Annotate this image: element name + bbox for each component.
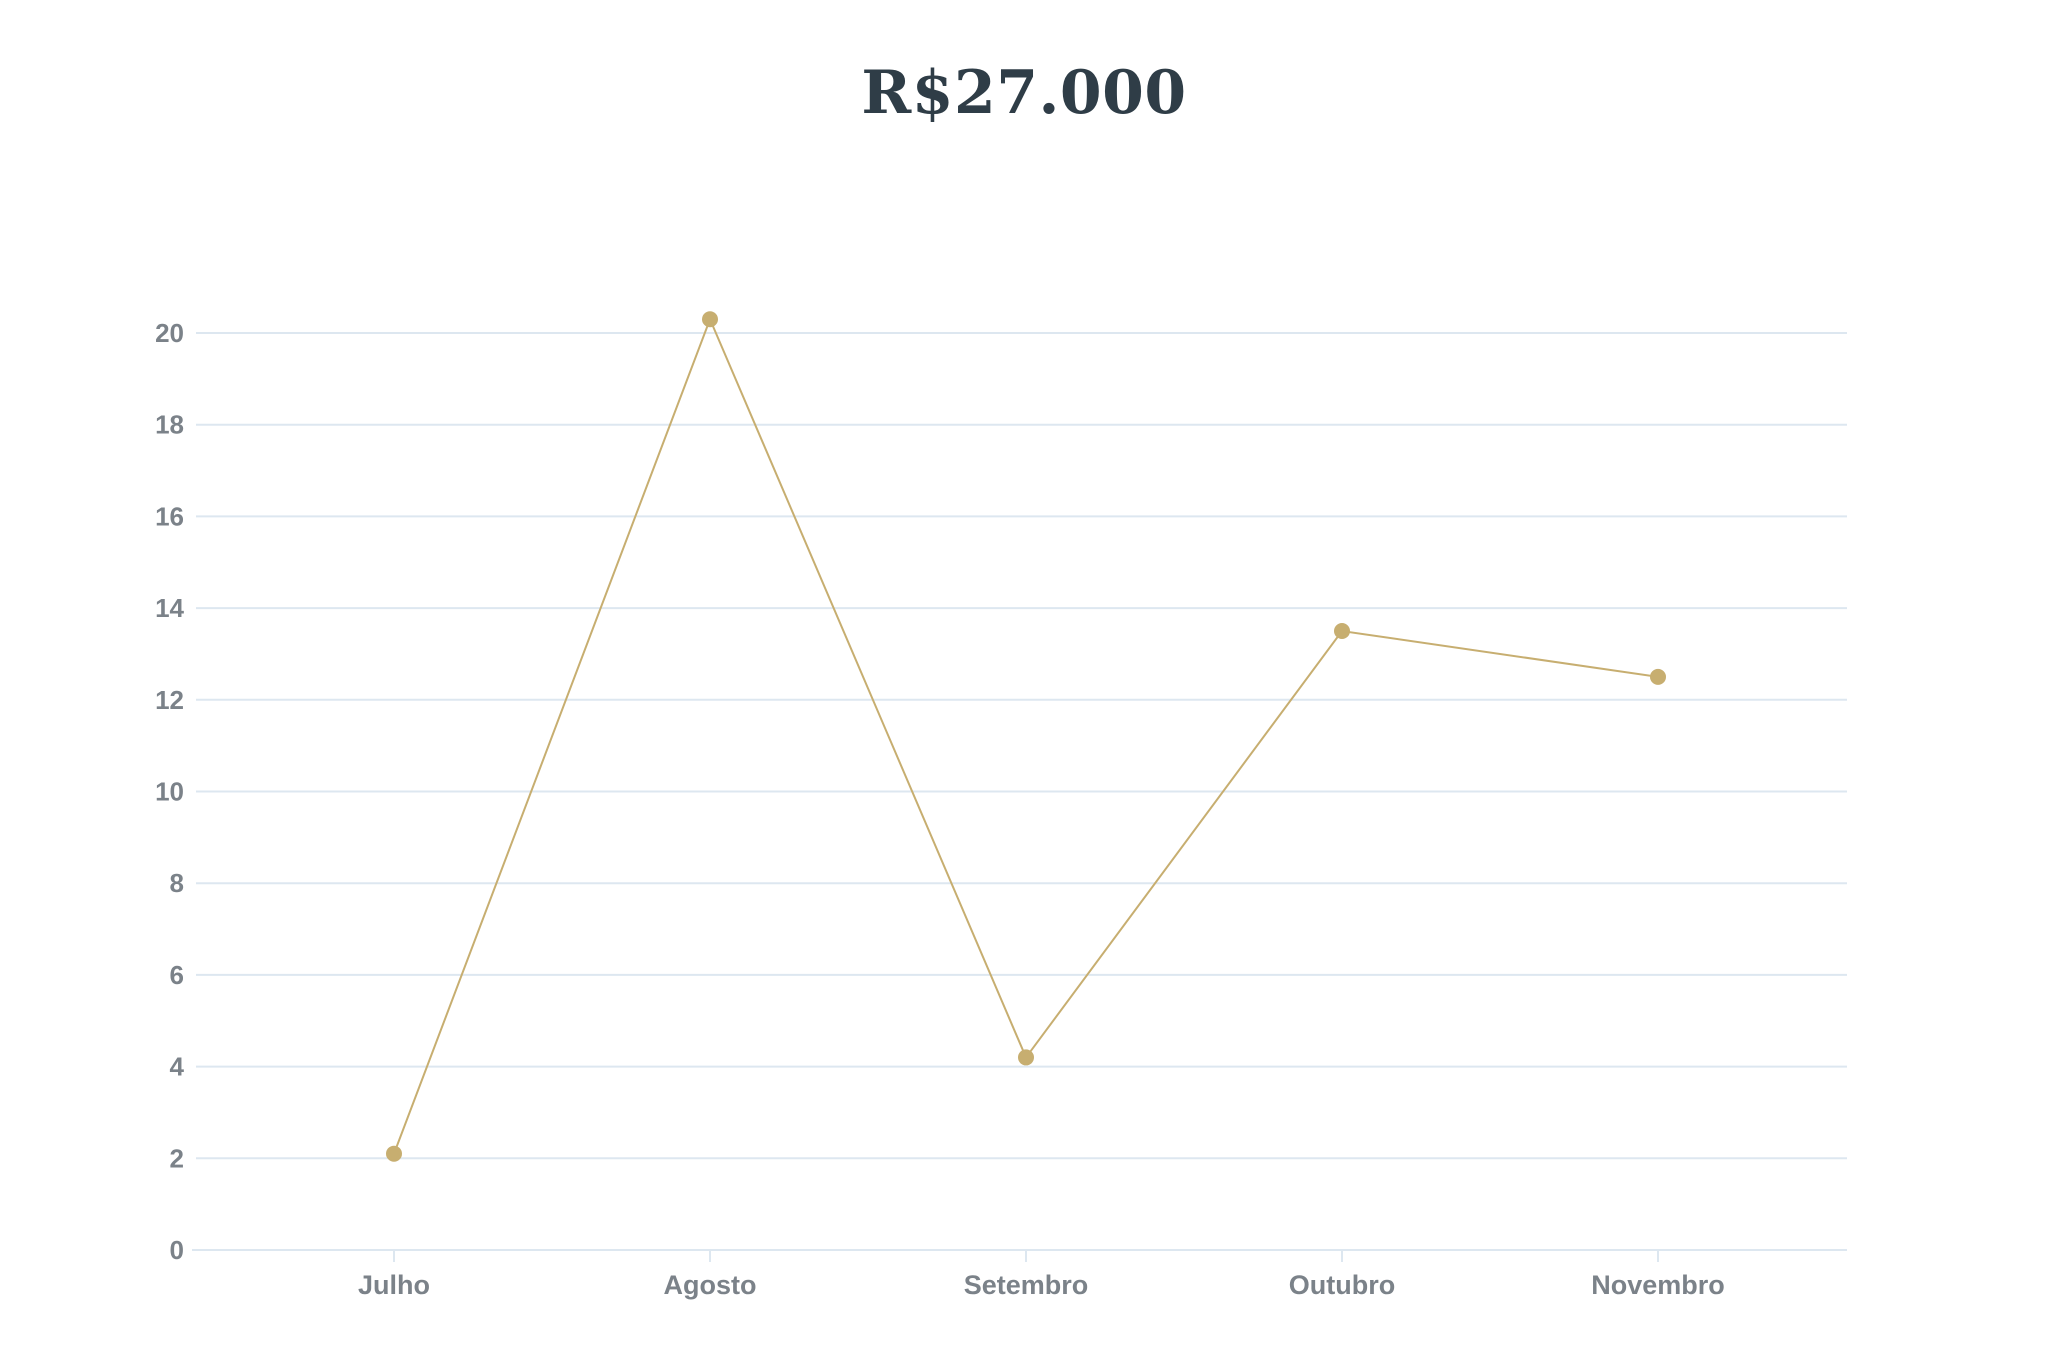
data-point [1334,623,1350,640]
data-point [1650,668,1666,685]
data-point [702,311,718,328]
gridlines [196,332,1847,1160]
y-tick-label: 12 [155,685,184,715]
y-tick-label: 10 [155,777,184,807]
series-markers [386,311,1666,1162]
y-axis-tick-labels: 0 2 4 6 8 10 12 14 16 18 20 [155,318,184,1265]
x-axis [192,1249,1847,1262]
y-tick-label: 16 [155,501,184,531]
x-tick-label: Julho [358,1270,430,1300]
y-tick-label: 8 [170,868,184,898]
y-tick-label: 18 [155,410,184,440]
y-tick-label: 4 [170,1052,185,1082]
y-tick-label: 2 [170,1143,184,1173]
series-line [393,316,1659,1155]
data-point [1018,1049,1034,1066]
data-point [386,1145,402,1162]
x-tick-label: Outubro [1289,1270,1395,1300]
y-tick-label: 20 [155,318,184,348]
x-tick-label: Setembro [964,1270,1089,1300]
y-tick-label: 14 [155,593,184,623]
x-tick-label: Novembro [1591,1270,1725,1300]
x-axis-tick-labels: Julho Agosto Setembro Outubro Novembro [358,1270,1725,1300]
x-tick-label: Agosto [664,1270,757,1300]
y-tick-label: 0 [170,1235,184,1265]
y-tick-label: 6 [170,960,184,990]
series-line-layer [393,316,1659,1155]
chart-title: R$27.000 [861,58,1187,128]
